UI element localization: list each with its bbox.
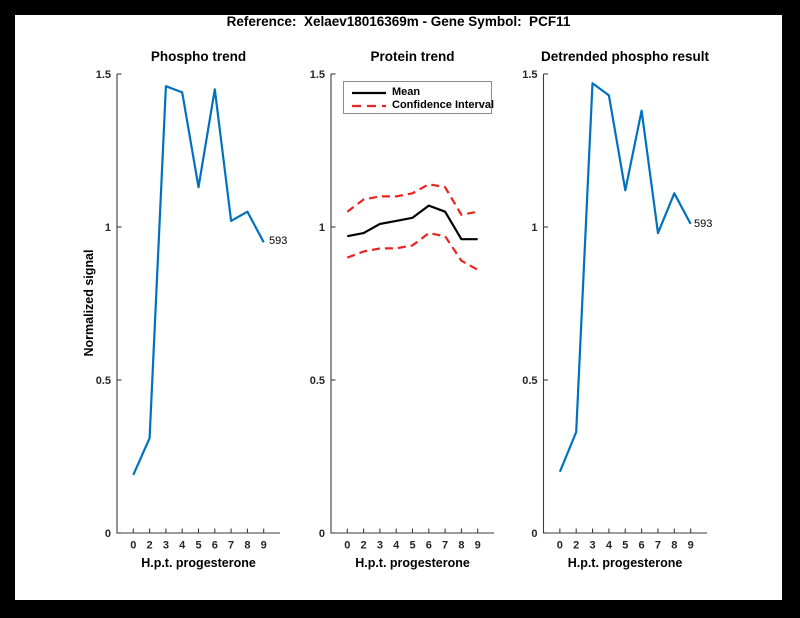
subplot2-xtick-label: 8: [458, 540, 464, 552]
subplot1-ytick-label: 1.5: [96, 69, 111, 81]
subplot3-xtick-label: 6: [639, 540, 645, 552]
subplot1-xlabel: H.p.t. progesterone: [141, 556, 256, 570]
y-axis-label: Normalized signal: [82, 249, 96, 357]
subplot3-xtick-label: 7: [655, 540, 661, 552]
subplot2-ytick-label: 0: [319, 528, 325, 540]
subplot1-xtick-label: 8: [244, 540, 250, 552]
subplot3-xtick-label: 9: [688, 540, 694, 552]
subplot3-end-annotation: 593: [694, 218, 713, 230]
subplot3-xtick-label: 5: [622, 540, 628, 552]
subplot1-xtick-label: 6: [212, 540, 218, 552]
subplot3-ytick-label: 1: [531, 222, 537, 234]
subplot3-xtick-label: 0: [557, 540, 563, 552]
subplot1-axes: [116, 74, 280, 534]
subplot2-xlabel: H.p.t. progesterone: [355, 556, 470, 570]
subplot3-ytick-label: 1.5: [522, 69, 537, 81]
legend-label-confidence-interval: Confidence Interval: [392, 99, 495, 111]
subplot2-xtick-label: 3: [377, 540, 383, 552]
subplot1-xtick-label: 0: [130, 540, 136, 552]
subplot2-xtick-label: 2: [361, 540, 367, 552]
subplot3-axes: [542, 74, 707, 534]
subplot1-series-phospho-signal: [132, 85, 265, 476]
subplot1-xtick-label: 2: [147, 540, 153, 552]
subplot1-ytick-label: 0.5: [96, 375, 111, 387]
subplot1-xtick-label: 4: [179, 540, 186, 552]
subplot3-ytick-label: 0: [531, 528, 537, 540]
subplot2-xtick-label: 0: [344, 540, 350, 552]
subplot2-ytick-label: 0.5: [310, 375, 325, 387]
subplot1-title: Phospho trend: [150, 49, 247, 64]
subplot2-series-mean: [347, 204, 478, 241]
subplot2-xtick-label: 6: [426, 540, 432, 552]
subplot2-axes: [330, 74, 494, 534]
legend-box: Mean Confidence Interval: [343, 81, 495, 114]
legend-label-mean: Mean: [392, 86, 421, 98]
subplot2-title: Protein trend: [370, 49, 455, 64]
subplot3-xlabel: H.p.t. progesterone: [567, 556, 683, 570]
subplot1-ytick-label: 0: [105, 528, 111, 540]
subplot3-title: Detrended phospho result: [540, 49, 709, 64]
subplot1-xtick-label: 3: [163, 540, 169, 552]
subplot3-series-detrended-phospho: [558, 82, 692, 473]
legend-row-mean: Mean: [344, 85, 491, 101]
subplot1-ytick-label: 1: [105, 222, 111, 234]
subplot3-xtick-label: 3: [589, 540, 595, 552]
subplot3-xtick-label: 2: [573, 540, 579, 552]
subplot1-xtick-label: 9: [261, 540, 267, 552]
confidence-interval-line-swatch: [352, 104, 386, 108]
subplot1-xtick-label: 7: [228, 540, 234, 552]
mean-line-swatch: [352, 91, 386, 95]
subplot2-ytick-label: 1.5: [310, 69, 325, 81]
subplot3-xtick-label: 4: [606, 540, 613, 552]
subplot2-ytick-label: 1: [319, 222, 325, 234]
subplot3-ytick-label: 0.5: [522, 375, 537, 387]
subplot1-xtick-label: 5: [195, 540, 201, 552]
subplot2-xtick-label: 7: [442, 540, 448, 552]
subplot2-series-confidence-interval-upper: [346, 183, 478, 216]
figure-title: Reference: Xelaev18016369m - Gene Symbol…: [226, 14, 571, 29]
subplot2-xtick-label: 9: [475, 540, 481, 552]
subplot2-xtick-label: 4: [393, 540, 400, 552]
subplot3-xtick-label: 8: [671, 540, 677, 552]
subplot2-series-confidence-interval-lower: [346, 232, 479, 271]
subplot1-end-annotation: 593: [269, 235, 288, 247]
subplot2-xtick-label: 5: [409, 540, 415, 552]
legend-row-confidence-interval: Confidence Interval: [344, 98, 495, 114]
